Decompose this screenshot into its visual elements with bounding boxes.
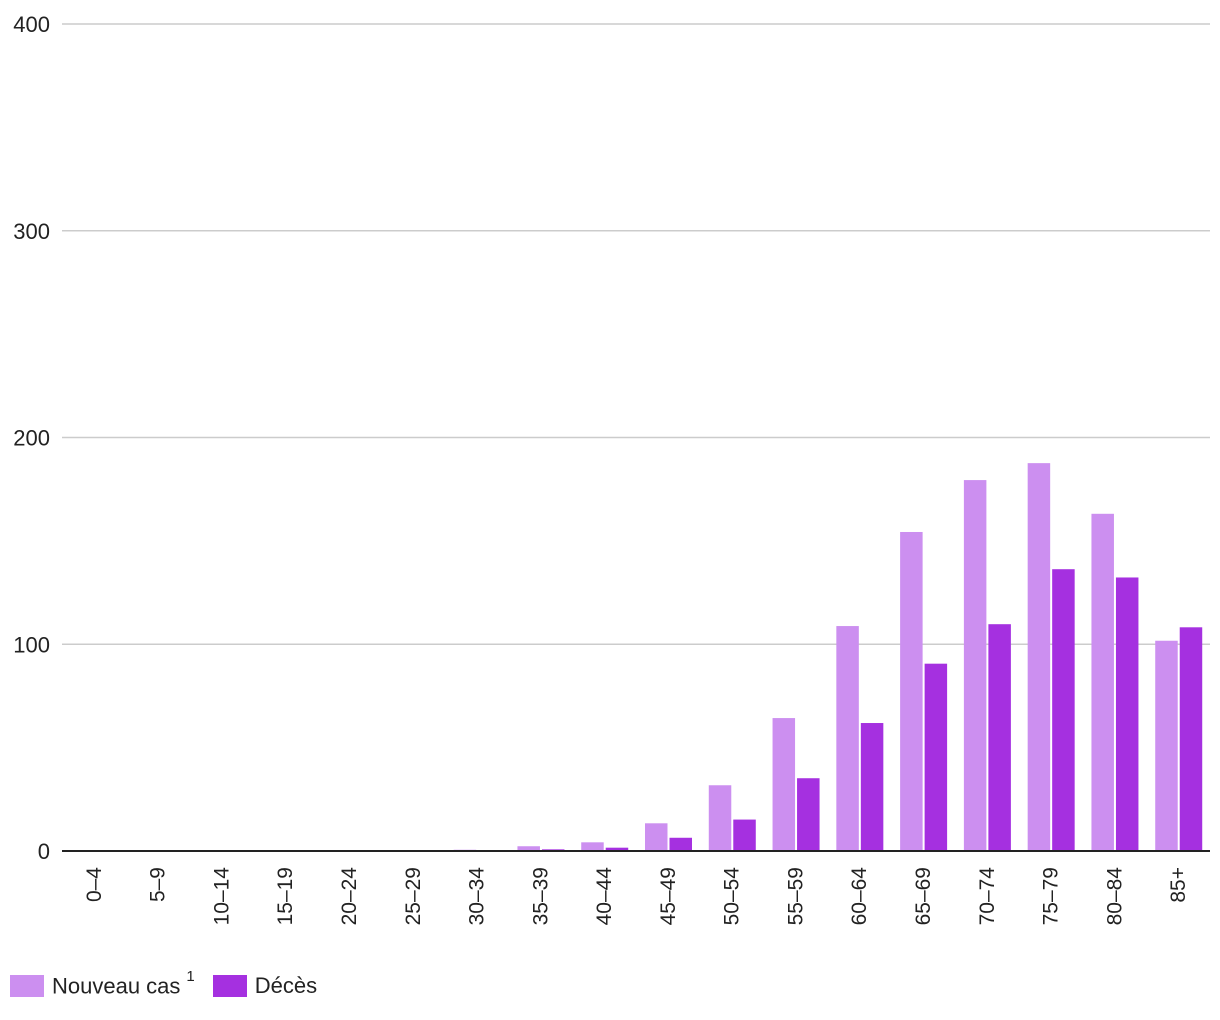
bar bbox=[1091, 513, 1114, 851]
x-tick-label: 25–29 bbox=[402, 867, 425, 925]
x-tick-label: 40–44 bbox=[593, 867, 616, 926]
bar bbox=[836, 626, 859, 851]
bar bbox=[924, 663, 948, 851]
x-tick-label: 85+ bbox=[1167, 867, 1190, 903]
legend-label-nouveau-cas: Nouveau cas 1 bbox=[52, 968, 195, 999]
x-tick-label: 60–64 bbox=[848, 867, 871, 926]
bar bbox=[581, 842, 604, 851]
x-tick-label: 20–24 bbox=[338, 867, 361, 926]
bar bbox=[988, 624, 1011, 851]
y-tick-label: 0 bbox=[38, 839, 50, 864]
x-tick-label: 30–34 bbox=[466, 867, 489, 926]
x-tick-label: 0–4 bbox=[83, 867, 106, 902]
y-tick-label: 100 bbox=[13, 632, 50, 657]
bar bbox=[1179, 627, 1203, 851]
x-tick-label: 10–14 bbox=[210, 867, 233, 926]
x-tick-label: 70–74 bbox=[976, 867, 999, 926]
legend-swatch-deces bbox=[212, 974, 247, 997]
y-tick-label: 400 bbox=[13, 12, 50, 37]
legend: Nouveau cas 1 Décès bbox=[10, 968, 335, 999]
bar bbox=[797, 778, 820, 851]
legend-item-deces: Décès bbox=[212, 972, 318, 999]
bar bbox=[1027, 463, 1051, 851]
y-tick-label: 300 bbox=[13, 219, 50, 244]
y-tick-label: 200 bbox=[13, 426, 50, 451]
bar bbox=[708, 785, 732, 851]
x-tick-label: 35–39 bbox=[529, 867, 552, 925]
x-tick-label: 15–19 bbox=[274, 867, 297, 925]
bar bbox=[605, 847, 629, 851]
x-tick-label: 5–9 bbox=[147, 867, 170, 902]
bar bbox=[772, 718, 796, 851]
x-tick-label: 80–84 bbox=[1103, 867, 1126, 926]
legend-swatch-nouveau-cas bbox=[10, 974, 44, 997]
legend-footnote-marker: 1 bbox=[186, 968, 195, 985]
bar bbox=[1052, 569, 1075, 851]
bar bbox=[733, 819, 756, 851]
bar bbox=[963, 480, 987, 851]
x-tick-label: 50–54 bbox=[721, 867, 744, 926]
bar bbox=[1155, 640, 1178, 851]
bar bbox=[645, 823, 668, 851]
legend-item-nouveau-cas: Nouveau cas 1 bbox=[10, 968, 195, 999]
legend-label-deces: Décès bbox=[254, 972, 318, 998]
bar bbox=[669, 837, 692, 851]
x-tick-label: 55–59 bbox=[784, 867, 807, 925]
x-tick-label: 45–49 bbox=[657, 867, 680, 925]
bar bbox=[860, 723, 884, 851]
bar-chart-plot: 0 100 200 300 400 0–4 5–9 10–14 15–19 20–24 25–29 3… bbox=[13, 12, 1210, 926]
bar bbox=[1115, 577, 1139, 851]
bar bbox=[517, 846, 540, 851]
x-tick-label: 75–79 bbox=[1040, 867, 1063, 925]
bar bbox=[900, 531, 923, 851]
x-tick-label: 65–69 bbox=[912, 867, 935, 925]
